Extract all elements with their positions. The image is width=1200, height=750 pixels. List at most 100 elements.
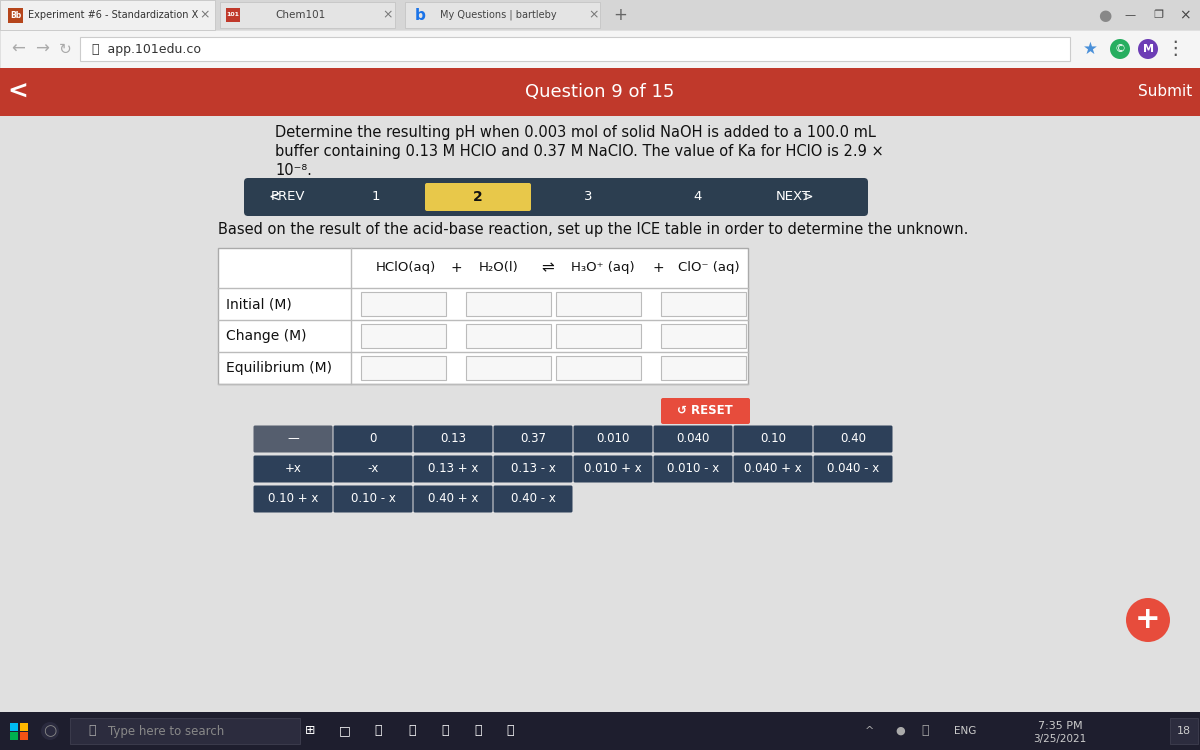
Text: 🔍: 🔍 bbox=[88, 724, 96, 737]
Text: <: < bbox=[7, 80, 29, 104]
FancyBboxPatch shape bbox=[334, 425, 413, 452]
Text: 7:35 PM: 7:35 PM bbox=[1038, 721, 1082, 731]
FancyBboxPatch shape bbox=[493, 485, 572, 512]
Text: 0.40: 0.40 bbox=[840, 433, 866, 445]
Text: 101: 101 bbox=[227, 13, 240, 17]
Bar bbox=[220, 2, 395, 28]
Text: ●: ● bbox=[895, 726, 905, 736]
FancyBboxPatch shape bbox=[654, 455, 732, 482]
FancyBboxPatch shape bbox=[661, 398, 750, 424]
Text: Chem101: Chem101 bbox=[275, 10, 325, 20]
Bar bbox=[70, 718, 300, 744]
Text: Type here to search: Type here to search bbox=[108, 724, 224, 737]
Text: ×: × bbox=[199, 8, 210, 22]
Text: 0.37: 0.37 bbox=[520, 433, 546, 445]
Bar bbox=[361, 324, 446, 348]
Bar bbox=[80, 37, 1070, 61]
Bar bbox=[226, 8, 240, 22]
Text: +: + bbox=[1135, 605, 1160, 634]
Text: H₃O⁺ (aq): H₃O⁺ (aq) bbox=[571, 262, 635, 274]
Text: ★: ★ bbox=[1082, 40, 1098, 58]
Bar bbox=[0, 0, 1200, 30]
Bar bbox=[556, 292, 641, 316]
Text: Change (M): Change (M) bbox=[226, 329, 306, 343]
FancyBboxPatch shape bbox=[414, 425, 492, 452]
Bar bbox=[0, 30, 1200, 68]
Text: ENG: ENG bbox=[954, 726, 976, 736]
Text: 0.10 + x: 0.10 + x bbox=[268, 493, 318, 506]
Text: Bb: Bb bbox=[10, 11, 22, 20]
Text: 0.10 - x: 0.10 - x bbox=[350, 493, 396, 506]
Circle shape bbox=[1110, 39, 1130, 59]
Text: ❐: ❐ bbox=[1153, 10, 1163, 20]
FancyBboxPatch shape bbox=[814, 425, 893, 452]
FancyBboxPatch shape bbox=[244, 178, 868, 216]
Text: ×: × bbox=[589, 8, 599, 22]
Text: ×: × bbox=[383, 8, 394, 22]
Text: 0.040: 0.040 bbox=[677, 433, 709, 445]
Text: —: — bbox=[1124, 10, 1135, 20]
Text: Determine the resulting pH when 0.003 mol of solid NaOH is added to a 100.0 mL: Determine the resulting pH when 0.003 mo… bbox=[275, 125, 876, 140]
Text: ×: × bbox=[1180, 8, 1190, 22]
Text: 🔊: 🔊 bbox=[922, 724, 929, 737]
Bar bbox=[0, 68, 1200, 116]
Text: ←: ← bbox=[11, 40, 25, 58]
Text: M: M bbox=[1142, 44, 1153, 54]
FancyBboxPatch shape bbox=[733, 425, 812, 452]
FancyBboxPatch shape bbox=[654, 425, 732, 452]
Text: ©: © bbox=[1115, 44, 1126, 54]
Bar bbox=[10, 732, 18, 740]
Bar bbox=[361, 356, 446, 380]
Text: 🏠: 🏠 bbox=[374, 724, 382, 737]
FancyBboxPatch shape bbox=[574, 455, 653, 482]
Text: Based on the result of the acid-base reaction, set up the ICE table in order to : Based on the result of the acid-base rea… bbox=[218, 222, 968, 237]
Text: ○: ○ bbox=[43, 724, 56, 739]
Text: 0.010 - x: 0.010 - x bbox=[667, 463, 719, 476]
FancyBboxPatch shape bbox=[253, 485, 332, 512]
Text: ↺ RESET: ↺ RESET bbox=[677, 404, 733, 418]
Text: 0.10: 0.10 bbox=[760, 433, 786, 445]
Text: 2: 2 bbox=[473, 190, 482, 204]
Bar bbox=[466, 356, 551, 380]
Text: b: b bbox=[415, 8, 426, 22]
Text: 0.010: 0.010 bbox=[596, 433, 630, 445]
Text: □: □ bbox=[340, 724, 350, 737]
Text: ●: ● bbox=[1098, 8, 1111, 22]
Text: Submit: Submit bbox=[1138, 85, 1192, 100]
Text: →: → bbox=[35, 40, 49, 58]
Text: ↻: ↻ bbox=[59, 41, 71, 56]
FancyBboxPatch shape bbox=[414, 455, 492, 482]
Text: 0.13 - x: 0.13 - x bbox=[510, 463, 556, 476]
Text: 10⁻⁸.: 10⁻⁸. bbox=[275, 163, 312, 178]
Text: 3/25/2021: 3/25/2021 bbox=[1033, 734, 1087, 744]
Text: 🔒  app.101edu.co: 🔒 app.101edu.co bbox=[92, 43, 202, 56]
Text: ClO⁻ (aq): ClO⁻ (aq) bbox=[678, 262, 740, 274]
FancyBboxPatch shape bbox=[493, 425, 572, 452]
Circle shape bbox=[1126, 598, 1170, 642]
Bar bbox=[406, 2, 600, 28]
Text: 🌍: 🌍 bbox=[506, 724, 514, 737]
Bar bbox=[0, 712, 1200, 750]
Text: ⇌: ⇌ bbox=[541, 260, 554, 275]
Bar bbox=[466, 324, 551, 348]
Bar bbox=[661, 356, 746, 380]
Text: 0.040 - x: 0.040 - x bbox=[827, 463, 880, 476]
Bar bbox=[20, 723, 28, 731]
Text: 0: 0 bbox=[370, 433, 377, 445]
Text: —: — bbox=[287, 433, 299, 445]
Text: HClO(aq): HClO(aq) bbox=[376, 262, 436, 274]
Bar bbox=[556, 324, 641, 348]
FancyBboxPatch shape bbox=[425, 183, 530, 211]
Bar bbox=[661, 292, 746, 316]
Text: NEXT: NEXT bbox=[775, 190, 810, 203]
Text: 📁: 📁 bbox=[442, 724, 449, 737]
Text: 0.40 - x: 0.40 - x bbox=[510, 493, 556, 506]
Text: H₂O(l): H₂O(l) bbox=[479, 262, 518, 274]
Bar bbox=[10, 723, 18, 731]
Text: 🔒: 🔒 bbox=[408, 724, 415, 737]
Text: buffer containing 0.13 M HClO and 0.37 M NaClO. The value of Ka for HClO is 2.9 : buffer containing 0.13 M HClO and 0.37 M… bbox=[275, 144, 883, 159]
Text: ⊞: ⊞ bbox=[305, 724, 316, 737]
Bar bbox=[0, 712, 1200, 750]
Text: <: < bbox=[268, 190, 280, 204]
Text: ⋮: ⋮ bbox=[1165, 40, 1184, 58]
